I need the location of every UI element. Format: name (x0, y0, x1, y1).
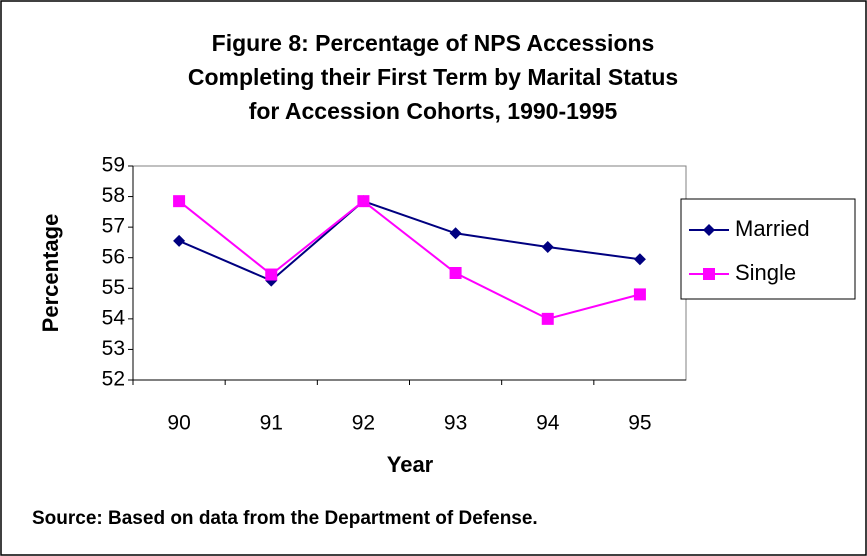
data-point (173, 195, 186, 208)
legend-label: Married (735, 216, 810, 241)
y-tick-label: 58 (102, 184, 125, 207)
data-point (541, 241, 554, 254)
chart-title: for Accession Cohorts, 1990-1995 (249, 98, 618, 124)
chart-title: Figure 8: Percentage of NPS Accessions (212, 30, 655, 56)
legend-box (680, 198, 856, 300)
source-note: Source: Based on data from the Departmen… (32, 508, 538, 529)
data-point (357, 195, 370, 208)
data-point (449, 267, 462, 279)
y-tick-label: 53 (102, 337, 125, 360)
data-point (449, 227, 462, 240)
data-point (265, 268, 278, 281)
x-tick-label: 91 (260, 412, 283, 435)
data-point (173, 234, 186, 247)
legend-marker (703, 268, 715, 280)
series-line (178, 200, 641, 282)
x-tick-label: 90 (167, 412, 190, 435)
y-tick-label: 54 (102, 306, 126, 329)
y-axis-label: Percentage (38, 214, 63, 333)
series-line (178, 199, 641, 320)
data-point (633, 253, 646, 266)
chart-title: Completing their First Term by Marital S… (188, 64, 678, 90)
data-point (541, 312, 554, 325)
x-tick-label: 95 (628, 412, 651, 435)
legend-label: Single (735, 260, 796, 285)
legend-marker (703, 224, 715, 236)
y-tick-label: 57 (102, 215, 125, 238)
x-tick-label: 94 (536, 412, 560, 435)
x-axis-label: Year (387, 452, 434, 477)
x-tick-label: 93 (444, 412, 467, 435)
y-tick-label: 52 (102, 368, 125, 391)
y-tick-label: 55 (102, 276, 125, 299)
data-point (633, 288, 646, 301)
y-tick-label: 56 (102, 245, 125, 268)
y-tick-label: 59 (102, 154, 125, 177)
plot-area (132, 165, 687, 381)
x-tick-label: 92 (352, 412, 375, 435)
